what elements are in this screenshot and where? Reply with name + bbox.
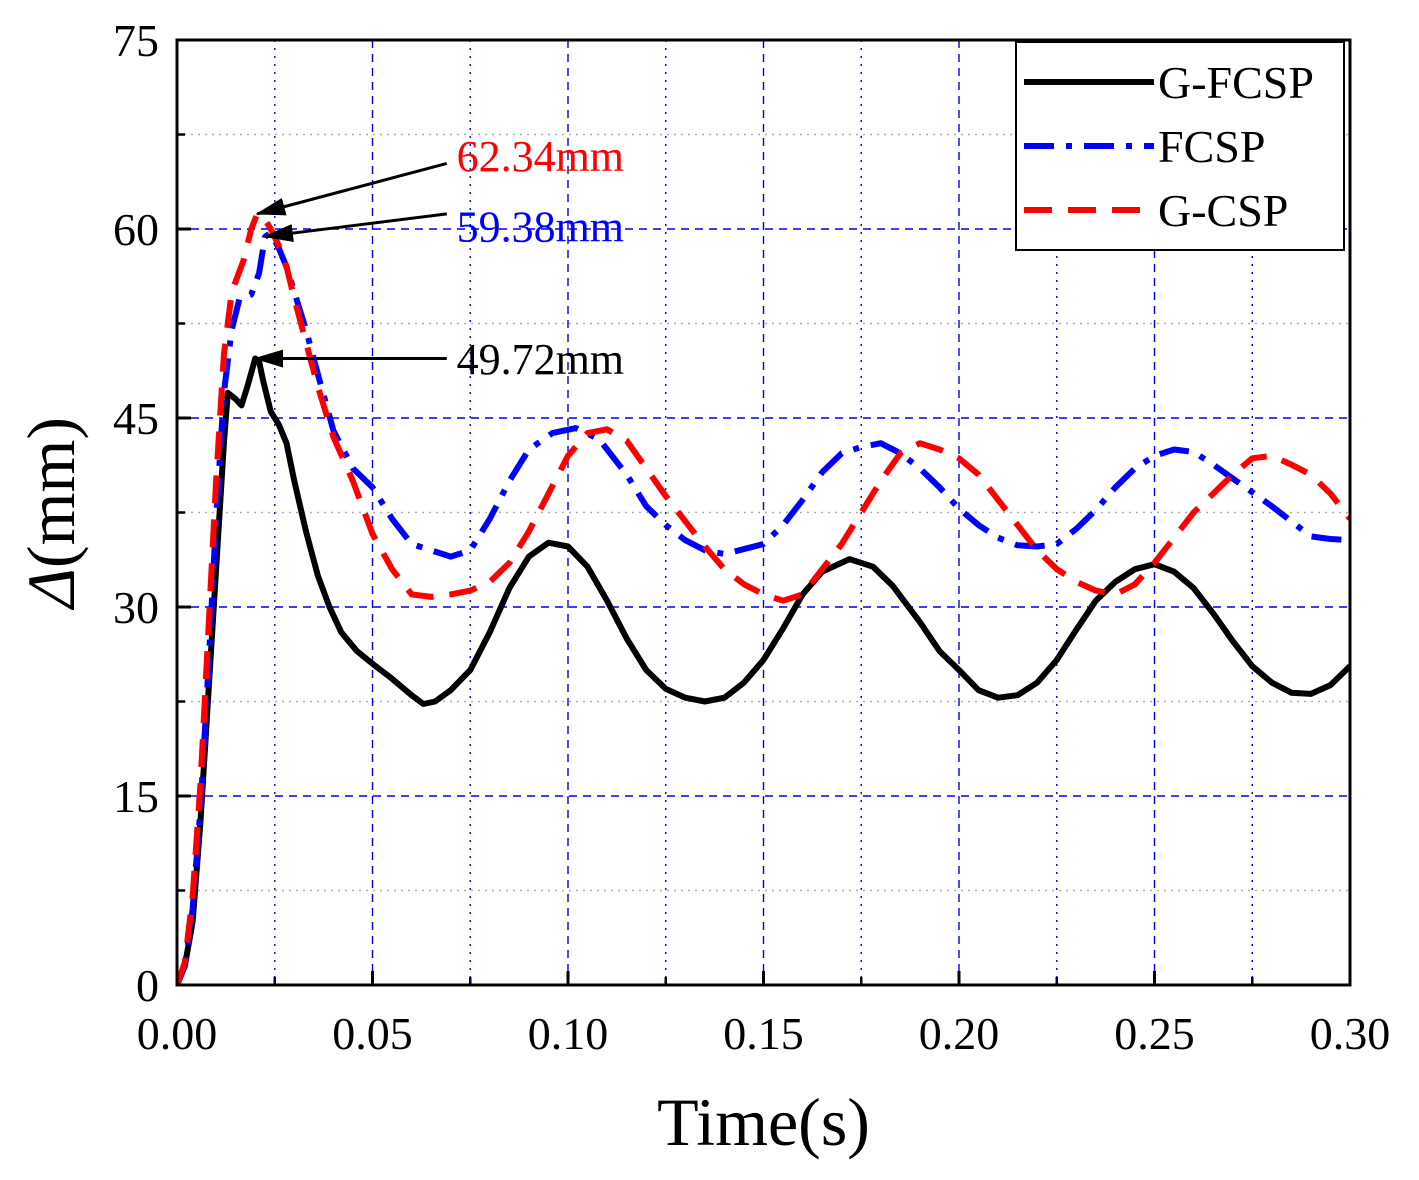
y-tick-label: 0 (136, 960, 159, 1011)
x-tick-label: 0.15 (723, 1008, 804, 1059)
axis-ticks (175, 38, 1352, 987)
annotation-arrow (262, 212, 447, 243)
y-tick-label: 60 (113, 204, 159, 255)
y-axis-title: Δ(mm) (13, 417, 89, 611)
y-axis-symbol: Δ (13, 568, 89, 611)
legend-label: G-FCSP (1158, 57, 1314, 108)
y-tick-label: 45 (113, 393, 159, 444)
x-tick-label: 0.20 (919, 1008, 1000, 1059)
x-tick-label: 0.00 (137, 1008, 218, 1059)
annotation-label: 49.72mm (457, 335, 624, 384)
x-tick-label: 0.10 (528, 1008, 609, 1059)
y-axis-unit: (mm) (13, 417, 89, 568)
y-tick-label: 75 (113, 15, 159, 66)
x-tick-labels: 0.00 0.05 0.10 0.15 0.20 0.25 0.30 (137, 1008, 1391, 1059)
annotations: 62.34mm 59.38mm 49.72mm (253, 132, 624, 384)
y-tick-labels: 0 15 30 45 60 75 (113, 15, 159, 1011)
legend-label: FCSP (1158, 121, 1265, 172)
x-tick-label: 0.05 (332, 1008, 413, 1059)
annotation-label: 59.38mm (457, 202, 624, 251)
y-tick-label: 15 (113, 771, 159, 822)
legend-label: G-CSP (1158, 185, 1288, 236)
annotation-label: 62.34mm (457, 132, 624, 181)
minor-grid (177, 40, 1350, 985)
annotation-arrow (255, 162, 448, 216)
x-tick-label: 0.25 (1114, 1008, 1195, 1059)
x-tick-label: 0.30 (1310, 1008, 1391, 1059)
x-axis-title: Time(s) (657, 1084, 870, 1160)
y-tick-label: 30 (113, 582, 159, 633)
legend: G-FCSP FCSP G-CSP (1015, 41, 1345, 251)
